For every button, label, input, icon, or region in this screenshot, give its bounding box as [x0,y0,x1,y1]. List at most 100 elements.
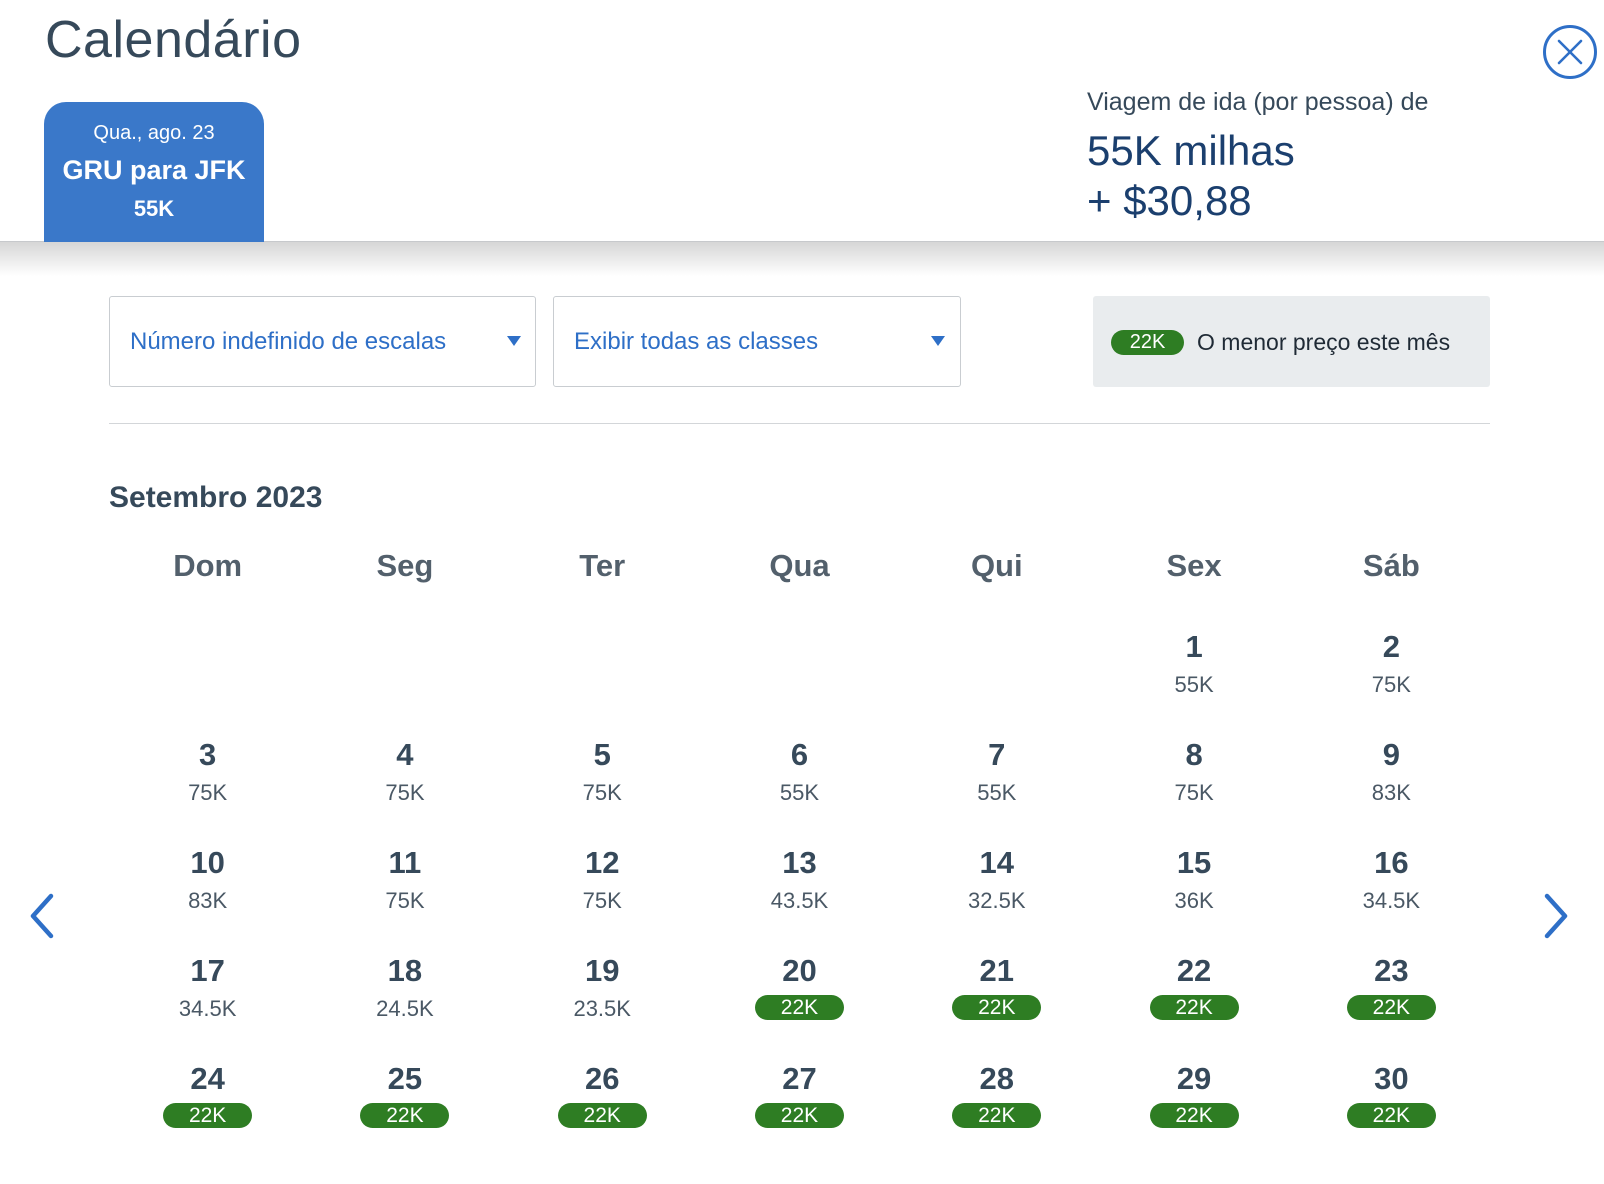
legend-text: O menor preço este mês [1197,329,1451,355]
lowest-price-badge: 22K [754,1103,844,1128]
fare-summary: Viagem de ida (por pessoa) de 55K milhas… [1087,88,1428,225]
day-price: 75K [385,780,425,805]
stops-select-label: Número indefinido de escalas [130,328,447,355]
class-select-label: Exibir todas as classes [574,328,819,355]
day-price: 55K [779,780,820,805]
close-icon [1557,39,1583,65]
day-number: 22 [1176,953,1212,988]
day-number: 8 [1185,737,1203,772]
day-cell[interactable]: 10 83K [109,846,306,954]
day-cell[interactable]: 24 22K [109,1062,306,1170]
day-cell[interactable]: 27 22K [701,1062,898,1170]
day-number: 21 [979,953,1015,988]
day-price: 75K [385,888,425,913]
lowest-price-badge: 22K [360,1103,450,1128]
day-price: 34.5K [178,996,237,1021]
day-number: 3 [199,737,217,772]
empty-day-cell [109,630,306,738]
lowest-price-badge: 22K [557,1103,647,1128]
day-cell[interactable]: 23 22K [1293,954,1490,1062]
day-cell[interactable]: 18 24.5K [306,954,503,1062]
day-cell[interactable]: 20 22K [701,954,898,1062]
day-number: 16 [1374,845,1409,880]
day-number: 28 [979,1061,1015,1096]
day-cell[interactable]: 1 55K [1095,630,1292,738]
day-price: 83K [188,888,228,913]
day-cell[interactable]: 13 43.5K [701,846,898,954]
tab-route: GRU para JFK [62,155,246,185]
day-number: 11 [388,845,422,880]
day-number: 27 [782,1061,817,1096]
day-cell[interactable]: 7 55K [898,738,1095,846]
page-title: Calendário [45,11,302,69]
previous-month-button[interactable] [20,888,64,944]
day-cell[interactable]: 16 34.5K [1293,846,1490,954]
day-cell[interactable]: 12 75K [504,846,701,954]
chevron-right-icon [1544,893,1568,939]
day-number: 5 [593,737,611,772]
day-cell[interactable]: 30 22K [1293,1062,1490,1170]
day-number: 25 [387,1061,423,1096]
day-price: 55K [977,780,1017,805]
day-number: 10 [190,845,225,880]
day-cell[interactable]: 11 75K [306,846,503,954]
calendar-header: Calendário Qua., ago. 23 GRU para JFK 55… [0,0,1604,242]
weekday-header: Dom Seg Ter Qua Qui Sex Sáb [109,548,1490,592]
day-cell[interactable]: 28 22K [898,1062,1095,1170]
day-cell[interactable]: 22 22K [1095,954,1292,1062]
lowest-price-legend: 22K O menor preço este mês [1093,296,1490,387]
day-price: 23.5K [573,996,631,1021]
caret-down-icon [931,336,945,346]
day-cell[interactable]: 26 22K [504,1062,701,1170]
calendar-grid: 1 55K 2 75K 3 75K 4 75K 5 75K 6 55K 7 55K 8 75K 9 83K 10 83… [109,630,1490,1170]
class-select[interactable]: Exibir todas as classes [553,296,961,387]
close-button[interactable] [1543,25,1597,79]
day-cell[interactable]: 19 23.5K [504,954,701,1062]
day-price: 32.5K [968,888,1026,913]
day-number: 17 [190,953,225,988]
tab-price: 55K [133,196,175,221]
day-price: 34.5K [1362,888,1421,913]
day-cell[interactable]: 8 75K [1095,738,1292,846]
weekday-label: Dom [173,548,243,583]
day-cell[interactable]: 3 75K [109,738,306,846]
day-cell[interactable]: 2 75K [1293,630,1490,738]
lowest-price-badge: 22K [1346,1103,1436,1128]
day-price: 75K [582,888,622,913]
day-cell[interactable]: 4 75K [306,738,503,846]
day-number: 1 [1185,629,1203,664]
selected-flight-tab[interactable]: Qua., ago. 23 GRU para JFK 55K [44,102,264,242]
day-number: 6 [790,737,809,772]
lowest-price-badge: 22K [952,995,1042,1020]
weekday-label: Qui [970,548,1023,583]
day-cell[interactable]: 25 22K [306,1062,503,1170]
day-cell[interactable]: 5 75K [504,738,701,846]
next-month-button[interactable] [1534,888,1578,944]
lowest-price-badge: 22K [163,1103,253,1128]
chevron-left-icon [30,893,54,939]
day-cell[interactable]: 21 22K [898,954,1095,1062]
day-price: 55K [1174,672,1214,697]
day-number: 2 [1382,629,1400,664]
lowest-price-badge: 22K [1149,1103,1239,1128]
day-cell[interactable]: 29 22K [1095,1062,1292,1170]
day-price: 75K [188,780,228,805]
day-cell[interactable]: 15 36K [1095,846,1292,954]
day-cell[interactable]: 14 32.5K [898,846,1095,954]
day-cell[interactable]: 17 34.5K [109,954,306,1062]
empty-day-cell [701,630,898,738]
divider [109,423,1490,424]
day-cell[interactable]: 9 83K [1293,738,1490,846]
empty-day-cell [504,630,701,738]
day-price: 43.5K [770,888,829,913]
month-title: Setembro 2023 [109,481,323,514]
day-number: 24 [190,1061,225,1096]
day-number: 30 [1374,1061,1409,1096]
day-price: 83K [1371,780,1411,805]
day-cell[interactable]: 6 55K [701,738,898,846]
stops-select[interactable]: Número indefinido de escalas [109,296,536,387]
empty-day-cell [898,630,1095,738]
day-number: 13 [782,845,817,880]
day-number: 14 [979,845,1015,880]
day-price: 75K [1371,672,1411,697]
